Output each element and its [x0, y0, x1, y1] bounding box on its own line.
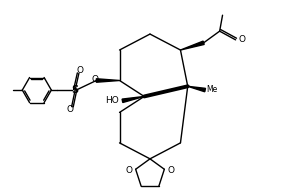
- Text: O: O: [125, 166, 132, 175]
- Polygon shape: [96, 79, 119, 82]
- Text: HO: HO: [105, 96, 119, 105]
- Text: O: O: [238, 35, 245, 44]
- Polygon shape: [188, 86, 206, 92]
- Polygon shape: [181, 41, 204, 50]
- Text: O: O: [67, 105, 74, 114]
- Text: O: O: [168, 166, 175, 175]
- Text: S: S: [72, 85, 79, 95]
- Text: O: O: [92, 75, 99, 84]
- Text: O: O: [76, 66, 83, 75]
- Polygon shape: [122, 97, 144, 103]
- Text: Me: Me: [207, 85, 218, 94]
